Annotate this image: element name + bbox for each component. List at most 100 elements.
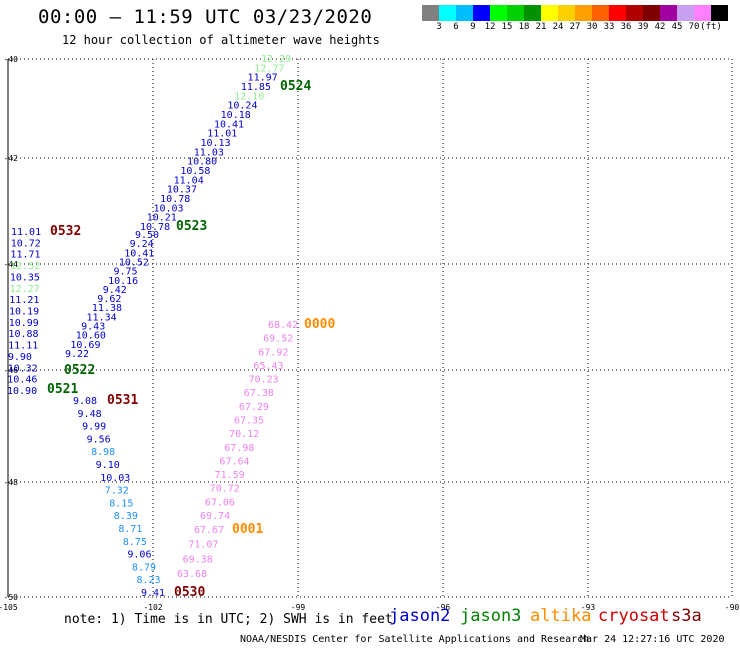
pass-time-tag: 0000 [304, 317, 335, 332]
color-bar-label: 24 [552, 22, 564, 32]
wave-height-value: 11.97 [248, 73, 278, 84]
grid-lines [7, 58, 733, 598]
pass-time-tags: 0524 0523 0532 0522 0521 0531 0000 0001 0530 [47, 79, 335, 600]
wave-height-value: 71.59 [215, 470, 245, 481]
wave-height-value: 9.10 [96, 460, 120, 471]
wave-height-value: 10.18 [221, 110, 251, 121]
wave-height-value: 9.75 [113, 267, 137, 278]
wave-height-value: 10.60 [76, 331, 106, 342]
lon-tick-label: -90 [725, 603, 740, 610]
wave-height-value: 9.22 [65, 349, 89, 360]
color-swatch [609, 5, 626, 21]
color-bar-label: 39 [637, 22, 649, 32]
lat-tick-label: -40 [4, 55, 19, 64]
wave-height-value: 8.79 [132, 562, 156, 573]
wave-height-value: 10.35 [10, 272, 40, 283]
wave-height-value: 68.42 [268, 320, 298, 331]
lat-tick-label: -42 [4, 154, 19, 163]
legend-jason2: jason2 [389, 606, 451, 626]
wave-height-value: 11.38 [92, 303, 122, 314]
wave-height-value: 10.41 [124, 248, 154, 259]
wave-height-value: 9.90 [8, 352, 32, 363]
color-bar-label: 33 [603, 22, 615, 32]
wave-height-value: 9.50 [135, 230, 159, 241]
wave-height-value: 10.19 [9, 307, 39, 318]
lat-tick-label: -50 [4, 593, 19, 602]
wave-height-value: 9.56 [87, 434, 111, 445]
pass-time-tag: 0522 [64, 363, 95, 378]
color-bar-label: 42 [654, 22, 666, 32]
wave-height-value: 9.08 [73, 396, 97, 407]
wave-height-value: 67.92 [258, 347, 288, 358]
wave-height-value: 67.64 [219, 456, 249, 467]
color-swatch [626, 5, 643, 21]
map-subtitle: 12 hour collection of altimeter wave hei… [62, 33, 380, 47]
legend-jason3: jason3 [460, 606, 522, 626]
pass-time-tag: 0001 [232, 522, 263, 537]
map-title: 00:00 – 11:59 UTC 03/23/2020 [38, 6, 373, 28]
wave-height-value: 10.16 [108, 276, 138, 287]
lat-tick-label: -48 [4, 478, 19, 487]
wave-height-value: 11.11 [8, 341, 38, 352]
wave-height-value: 9.62 [97, 294, 121, 305]
color-bar-label: 30 [586, 22, 598, 32]
legend-altika: altika [530, 606, 592, 626]
color-bar-label: 36 [620, 22, 632, 32]
wave-height-value: 11.01 [207, 129, 237, 140]
footer-credit: NOAA/NESDIS Center for Satellite Applica… [240, 634, 590, 645]
wave-height-value: 11.71 [10, 250, 40, 261]
pass-time-tag: 0523 [176, 219, 207, 234]
color-swatch [422, 5, 439, 21]
wave-height-value: 9.41 [141, 588, 165, 599]
color-swatch [694, 5, 711, 21]
lon-tick-label: -99 [291, 603, 306, 610]
pass-time-tag: 0531 [107, 393, 138, 408]
wave-height-value: 12.29 [261, 54, 291, 65]
map-plot: -40 -42 -44 -46 -48 -50-105 -102 -99 -96 -93 -90 1… [0, 54, 740, 610]
wave-height-value: 67.67 [194, 525, 224, 536]
pass-time-tag: 0524 [280, 79, 311, 94]
wave-height-value: 10.78 [140, 222, 170, 233]
wave-height-value: 9.43 [81, 322, 105, 333]
lon-tick-label: -96 [436, 603, 451, 610]
wave-height-value: 12.27 [10, 284, 40, 295]
wave-height-values: 12.2912.7711.9711.8512.1010.2410.1810.41… [7, 54, 298, 599]
pass-time-tag: 0532 [50, 224, 81, 239]
wave-height-value: 9.42 [103, 285, 127, 296]
color-bar [422, 5, 728, 21]
color-swatch [524, 5, 541, 21]
wave-height-value: 10.03 [153, 203, 183, 214]
color-bar-label: 3 [436, 22, 442, 32]
wave-height-value: 12.77 [254, 63, 284, 74]
wave-height-value: 11.21 [9, 295, 39, 306]
wave-height-value: 8.23 [136, 575, 160, 586]
legend-cryosat: cryosat [598, 606, 670, 626]
wave-height-value: 9.48 [78, 409, 102, 420]
wave-height-value: 10.13 [201, 138, 231, 149]
lon-tick-label: -105 [0, 603, 18, 610]
color-bar-label: 9 [470, 22, 476, 32]
wave-height-value: 9.24 [130, 239, 154, 250]
lat-tick-label: -44 [4, 260, 19, 269]
wave-height-value: 10.41 [214, 119, 244, 130]
wave-height-value: 11.34 [87, 312, 117, 323]
pass-time-tag: 0521 [47, 382, 78, 397]
wave-height-value: 70.72 [210, 484, 240, 495]
legend-s3a: s3a [671, 606, 702, 626]
wave-height-value: 63.68 [177, 569, 207, 580]
wave-height-value: 8.15 [109, 498, 133, 509]
color-swatch [592, 5, 609, 21]
wave-height-value: 12.52 [10, 261, 40, 272]
wave-height-value: 65.43 [253, 361, 283, 372]
wave-height-value: 67.98 [224, 443, 254, 454]
wave-height-value: 10.37 [167, 185, 197, 196]
color-swatch [541, 5, 558, 21]
wave-height-value: 10.88 [8, 329, 38, 340]
wave-height-value: 7.32 [105, 486, 129, 497]
color-bar-label: (ft) [700, 22, 722, 32]
wave-height-value: 10.03 [100, 473, 130, 484]
wave-height-value: 12.10 [234, 91, 264, 102]
wave-height-value: 10.80 [187, 157, 217, 168]
wave-height-value: 9.06 [127, 550, 151, 561]
